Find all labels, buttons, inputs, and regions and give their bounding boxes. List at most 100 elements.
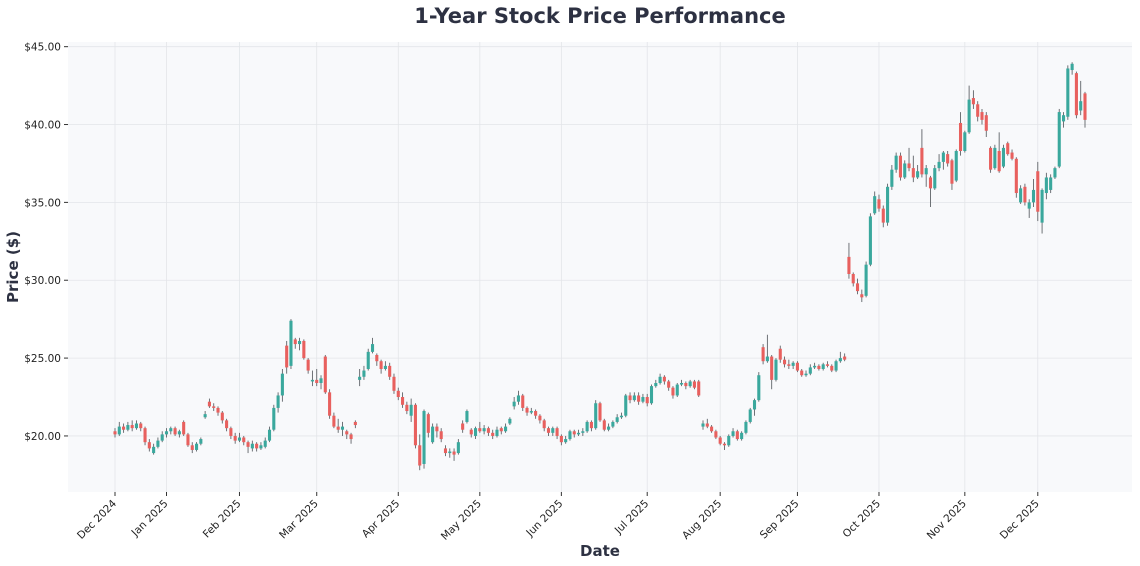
candle-body xyxy=(164,431,169,435)
candle-body xyxy=(697,381,701,396)
x-tick-label: Feb 2025 xyxy=(201,498,244,541)
candle-body xyxy=(126,425,130,430)
candle-up xyxy=(473,426,478,440)
candle-body xyxy=(237,437,242,441)
candle-body xyxy=(207,401,211,407)
candle-body xyxy=(1057,112,1061,167)
candle-up xyxy=(632,392,636,402)
candle-body xyxy=(830,365,834,371)
candle-down xyxy=(546,426,551,436)
candle-body xyxy=(967,99,971,133)
candle-body xyxy=(199,439,203,444)
candle-body xyxy=(195,443,199,450)
candle-down xyxy=(830,364,834,373)
candle-up xyxy=(680,379,684,387)
candle-body xyxy=(564,439,568,443)
candle-up xyxy=(512,397,516,410)
candle-body xyxy=(173,428,177,435)
candle-body xyxy=(843,356,847,360)
candle-down xyxy=(293,337,297,349)
candle-up xyxy=(272,404,276,432)
candle-up xyxy=(821,362,825,371)
candle-down xyxy=(229,426,233,440)
candle-down xyxy=(710,425,714,433)
candle-up xyxy=(508,417,512,426)
candle-body xyxy=(113,431,117,435)
candle-down xyxy=(147,439,151,452)
candle-down xyxy=(847,242,851,279)
candle-body xyxy=(920,147,924,175)
candle-up xyxy=(289,319,293,369)
candle-up xyxy=(813,362,817,369)
candle-body xyxy=(1019,188,1023,203)
candle-body xyxy=(546,428,551,433)
candle-body xyxy=(358,376,362,380)
candle-down xyxy=(315,368,319,387)
candle-up xyxy=(1053,166,1057,180)
candle-body xyxy=(306,359,310,371)
x-axis-label: Date xyxy=(580,542,620,560)
candle-down xyxy=(1023,183,1027,206)
candle-body xyxy=(143,428,147,443)
candle-up xyxy=(551,426,555,436)
candle-body xyxy=(379,361,383,369)
x-tick-label: Jun 2025 xyxy=(523,498,565,540)
candle-down xyxy=(1074,71,1078,119)
candle-body xyxy=(409,404,413,416)
candle-body xyxy=(963,132,967,151)
x-tick-label: Apr 2025 xyxy=(360,498,403,541)
candle-up xyxy=(482,425,486,435)
candle-up xyxy=(654,379,658,388)
candle-body xyxy=(898,155,902,178)
candle-down xyxy=(173,426,177,436)
candle-down xyxy=(778,345,782,363)
candle-down xyxy=(534,409,538,419)
candle-body xyxy=(147,442,151,449)
candle-body xyxy=(293,339,297,345)
candle-body xyxy=(770,356,774,380)
candle-up xyxy=(701,420,705,430)
candle-body xyxy=(220,412,224,421)
candle-body xyxy=(242,437,246,443)
candle-body xyxy=(641,397,645,402)
candle-body xyxy=(542,420,546,429)
candle-body xyxy=(495,429,499,436)
candle-down xyxy=(139,421,143,432)
candle-body xyxy=(246,442,250,447)
candle-body xyxy=(860,294,864,298)
candle-up xyxy=(619,412,624,419)
candle-body xyxy=(783,359,787,365)
x-tick-label: May 2025 xyxy=(439,498,484,543)
candle-body xyxy=(928,177,933,189)
candle-up xyxy=(894,152,898,173)
candle-body xyxy=(1006,143,1010,155)
candle-body xyxy=(774,359,778,380)
candle-up xyxy=(808,364,812,376)
candle-body xyxy=(825,364,830,366)
candle-down xyxy=(735,429,739,441)
candle-up xyxy=(886,183,890,226)
candle-up xyxy=(731,428,735,438)
candle-body xyxy=(405,404,409,412)
candle-body xyxy=(310,379,314,382)
candle-body xyxy=(602,420,606,430)
candle-body xyxy=(422,411,426,464)
candle-down xyxy=(761,344,765,365)
candle-body xyxy=(637,395,641,402)
candle-body xyxy=(426,414,430,433)
candle-body xyxy=(177,431,181,435)
candle-up xyxy=(752,398,757,416)
candle-body xyxy=(255,443,259,449)
candle-body xyxy=(692,381,696,388)
candle-down xyxy=(843,353,847,362)
candle-up xyxy=(1061,112,1066,128)
candle-body xyxy=(431,426,435,443)
x-tick-label: Nov 2025 xyxy=(925,498,969,542)
candle-down xyxy=(787,359,791,369)
candle-body xyxy=(401,397,405,405)
y-tick-label: $20.00 xyxy=(24,431,61,443)
candle-up xyxy=(864,261,868,298)
candle-body xyxy=(465,411,469,422)
candle-body xyxy=(1083,93,1087,120)
candle-body xyxy=(877,199,881,209)
